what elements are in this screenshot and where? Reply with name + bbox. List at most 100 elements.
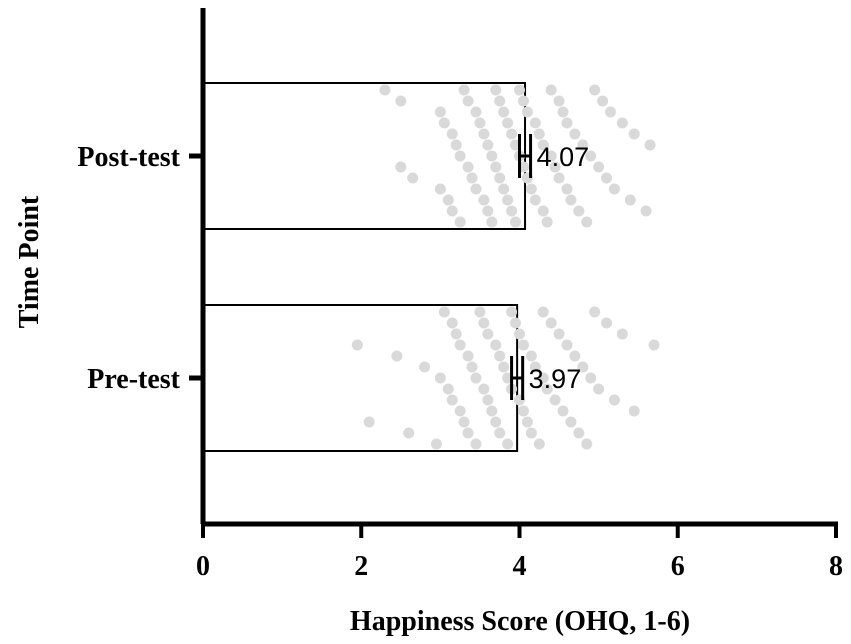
point-pre-test bbox=[589, 306, 601, 318]
point-pre-test bbox=[490, 339, 502, 351]
point-post-test bbox=[644, 139, 656, 151]
point-post-test bbox=[525, 183, 537, 195]
point-post-test bbox=[490, 161, 502, 173]
point-pre-test bbox=[537, 306, 549, 318]
point-post-test bbox=[541, 216, 553, 228]
point-post-test bbox=[506, 128, 518, 140]
point-post-test bbox=[482, 139, 494, 151]
point-post-test bbox=[379, 84, 391, 96]
point-post-test bbox=[557, 106, 569, 118]
point-post-test bbox=[478, 194, 490, 206]
point-pre-test bbox=[601, 317, 613, 329]
point-pre-test bbox=[577, 361, 589, 373]
value-labels-layer: 4.07 3.97 bbox=[529, 142, 589, 394]
point-pre-test bbox=[462, 350, 474, 362]
point-post-test bbox=[494, 172, 506, 184]
point-post-test bbox=[608, 183, 620, 195]
point-pre-test bbox=[628, 405, 640, 417]
point-pre-test bbox=[616, 328, 628, 340]
point-pre-test bbox=[608, 394, 620, 406]
point-pre-test bbox=[430, 438, 442, 450]
point-pre-test bbox=[517, 339, 529, 351]
point-post-test bbox=[466, 172, 478, 184]
point-post-test bbox=[474, 117, 486, 129]
x-tick-label-6: 6 bbox=[671, 551, 685, 582]
x-tick-label-4: 4 bbox=[513, 551, 527, 582]
point-pre-test bbox=[506, 306, 518, 318]
point-pre-test bbox=[585, 372, 597, 384]
point-post-test bbox=[470, 183, 482, 195]
point-pre-test bbox=[442, 383, 454, 395]
point-post-test bbox=[482, 205, 494, 217]
point-pre-test bbox=[462, 427, 474, 439]
point-pre-test bbox=[458, 416, 470, 428]
point-post-test bbox=[498, 183, 510, 195]
point-pre-test bbox=[565, 416, 577, 428]
point-pre-test bbox=[549, 394, 561, 406]
point-pre-test bbox=[434, 372, 446, 384]
point-post-test bbox=[553, 172, 565, 184]
point-pre-test bbox=[525, 350, 537, 362]
point-pre-test bbox=[470, 438, 482, 450]
point-pre-test bbox=[529, 361, 541, 373]
point-pre-test bbox=[561, 339, 573, 351]
point-post-test bbox=[569, 128, 581, 140]
y-axis-title: Time Point bbox=[14, 195, 45, 328]
point-post-test bbox=[454, 150, 466, 162]
point-post-test bbox=[510, 216, 522, 228]
point-pre-test bbox=[454, 405, 466, 417]
point-post-test bbox=[581, 216, 593, 228]
point-pre-test bbox=[450, 328, 462, 340]
point-post-test bbox=[573, 205, 585, 217]
point-pre-test bbox=[502, 438, 514, 450]
point-pre-test bbox=[510, 317, 522, 329]
point-pre-test bbox=[454, 339, 466, 351]
point-pre-test bbox=[466, 361, 478, 373]
point-post-test bbox=[624, 194, 636, 206]
point-post-test bbox=[640, 205, 652, 217]
point-pre-test bbox=[474, 306, 486, 318]
point-pre-test bbox=[541, 383, 553, 395]
point-pre-test bbox=[446, 394, 458, 406]
point-post-test bbox=[462, 95, 474, 107]
point-post-test bbox=[458, 84, 470, 96]
point-pre-test bbox=[498, 361, 510, 373]
value-label-post-test: 4.07 bbox=[537, 142, 590, 172]
point-post-test bbox=[450, 139, 462, 151]
x-tick-label-2: 2 bbox=[354, 551, 368, 582]
y-tick-label-post-test: Post-test bbox=[77, 142, 180, 173]
point-post-test bbox=[537, 139, 549, 151]
point-pre-test bbox=[593, 383, 605, 395]
point-pre-test bbox=[351, 339, 363, 351]
point-post-test bbox=[434, 183, 446, 195]
point-post-test bbox=[395, 161, 407, 173]
point-post-test bbox=[462, 161, 474, 173]
point-post-test bbox=[517, 95, 529, 107]
point-post-test bbox=[442, 194, 454, 206]
x-tick-label-0: 0 bbox=[196, 551, 210, 582]
point-pre-test bbox=[557, 405, 569, 417]
point-pre-test bbox=[391, 350, 403, 362]
point-pre-test bbox=[537, 372, 549, 384]
point-post-test bbox=[470, 106, 482, 118]
point-post-test bbox=[514, 84, 525, 96]
point-post-test bbox=[502, 117, 514, 129]
point-post-test bbox=[616, 117, 628, 129]
point-pre-test bbox=[494, 350, 506, 362]
bars-layer bbox=[202, 82, 527, 452]
points-layer bbox=[351, 84, 660, 450]
point-pre-test bbox=[490, 416, 502, 428]
point-post-test bbox=[486, 216, 498, 228]
point-post-test bbox=[478, 128, 490, 140]
point-pre-test bbox=[573, 427, 585, 439]
point-post-test bbox=[553, 95, 565, 107]
point-pre-test bbox=[478, 383, 490, 395]
x-ticks-layer: 0 2 4 6 8 bbox=[196, 524, 843, 582]
point-post-test bbox=[486, 150, 498, 162]
point-post-test bbox=[395, 95, 407, 107]
point-post-test bbox=[565, 194, 577, 206]
point-post-test bbox=[407, 172, 419, 184]
point-post-test bbox=[446, 128, 458, 140]
point-pre-test bbox=[482, 394, 494, 406]
